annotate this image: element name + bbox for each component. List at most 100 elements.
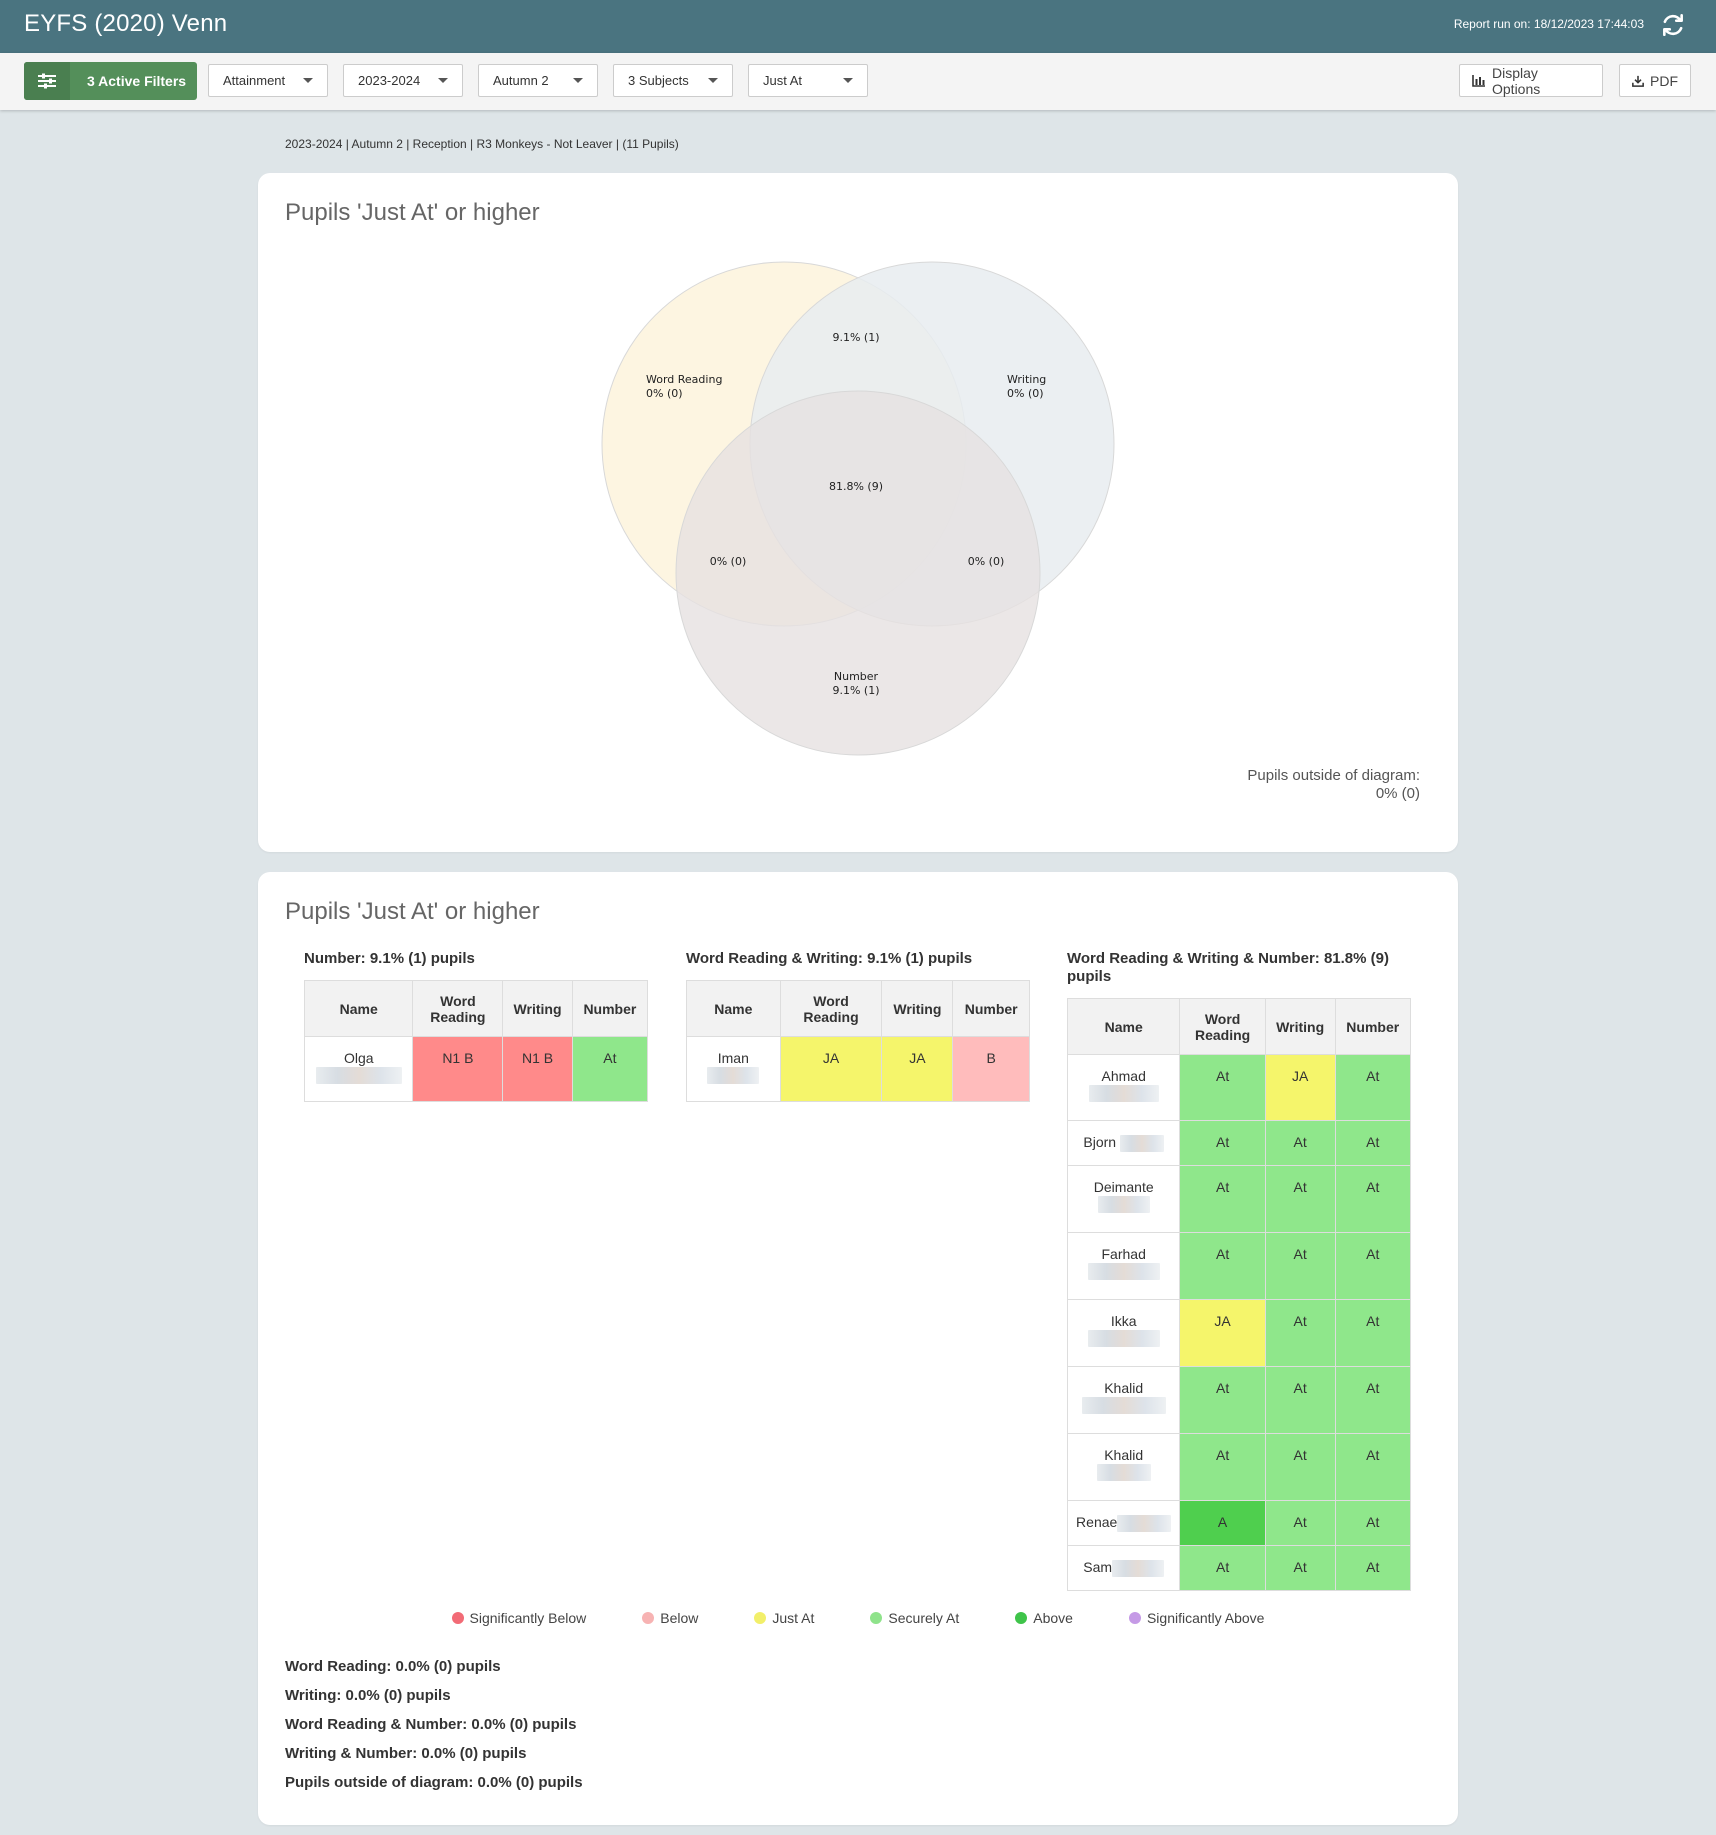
pupil-name: Iman [717, 1050, 749, 1066]
venn-circle-number[interactable] [675, 390, 1041, 756]
table-row[interactable]: Sam At At At [1066, 1545, 1411, 1591]
venn-card-title: Pupils 'Just At' or higher [285, 199, 540, 226]
venn-label-word-reading-writing: 9.1% (1) [832, 331, 879, 344]
grade-cell: N1 B [502, 1036, 573, 1102]
legend-item-above: Above [1015, 1610, 1073, 1626]
threshold-dropdown[interactable]: Just At [748, 64, 868, 97]
redacted-surname [1096, 1463, 1151, 1481]
grade-cell: At [1179, 1165, 1266, 1233]
table-row[interactable]: Olga N1 B N1 B At [303, 1036, 649, 1102]
grade-cell: At [1264, 1165, 1336, 1233]
pupil-name: Olga [343, 1050, 374, 1066]
outside-diagram-label: Pupils outside of diagram: [1247, 767, 1420, 784]
venn-diagram: Word Reading 0% (0) 9.1% (1) Writing 0% … [601, 261, 1115, 756]
venn-label-number-only: 9.1% (1) [832, 684, 879, 697]
column-header-word-reading: Word Reading [1179, 998, 1266, 1055]
page-title: EYFS (2020) Venn [24, 10, 228, 37]
table-row[interactable]: Renae A At At [1066, 1500, 1411, 1546]
venn-label-word-reading-name: Word Reading [646, 373, 722, 386]
grade-cell: At [1334, 1120, 1411, 1166]
refresh-icon[interactable] [1660, 12, 1686, 38]
app-header: EYFS (2020) Venn Report run on: 18/12/20… [0, 0, 1716, 53]
grade-cell: At [1179, 1120, 1266, 1166]
summary-line: Word Reading & Number: 0.0% (0) pupils [285, 1716, 577, 1733]
term-dropdown[interactable]: Autumn 2 [478, 64, 598, 97]
pupil-name-cell[interactable]: Olga [303, 1036, 414, 1102]
report-run-timestamp: Report run on: 18/12/2023 17:44:03 [1453, 17, 1644, 31]
redacted-surname [1097, 1195, 1150, 1213]
display-options-button[interactable]: Display Options [1459, 64, 1603, 97]
active-filters-button[interactable]: 3 Active Filters [24, 62, 197, 100]
pupil-name-cell[interactable]: Renae [1066, 1500, 1181, 1546]
tables-card: Pupils 'Just At' or higher Number: 9.1% … [258, 872, 1458, 1825]
table-title: Word Reading & Writing: 9.1% (1) pupils [686, 950, 973, 967]
grade-cell: At [1264, 1299, 1336, 1367]
table-row[interactable]: Deimante At At At [1066, 1165, 1411, 1233]
caret-down-icon [708, 78, 718, 83]
pupil-name-cell[interactable]: Ahmad [1066, 1054, 1181, 1121]
measure-dropdown[interactable]: Attainment [208, 64, 328, 97]
pupil-name: Khalid [1104, 1380, 1144, 1396]
pupil-name-cell[interactable]: Bjorn [1066, 1120, 1181, 1166]
year-dropdown[interactable]: 2023-2024 [343, 64, 463, 97]
legend-label: Significantly Below [469, 1610, 587, 1626]
column-header-writing: Writing [1264, 998, 1336, 1055]
measure-dropdown-value: Attainment [223, 73, 286, 88]
table-row[interactable]: Bjorn At At At [1066, 1120, 1411, 1166]
column-header-writing: Writing [502, 980, 573, 1037]
tables-card-title: Pupils 'Just At' or higher [285, 898, 540, 925]
breadcrumb: 2023-2024 | Autumn 2 | Reception | R3 Mo… [285, 137, 679, 151]
pupil-name-cell[interactable]: Khalid [1066, 1433, 1181, 1501]
grade-cell: At [1334, 1500, 1411, 1546]
legend-label: Below [660, 1610, 699, 1626]
pupil-name-cell[interactable]: Deimante [1066, 1165, 1181, 1233]
legend-dot [1015, 1612, 1028, 1624]
grade-cell: At [1334, 1165, 1411, 1233]
venn-label-all-three: 81.8% (9) [829, 480, 883, 493]
venn-label-writing-name: Writing [1007, 373, 1046, 386]
grade-cell: At [1334, 1232, 1411, 1300]
grade-cell: At [1264, 1545, 1336, 1591]
legend-item-significantly-below: Significantly Below [451, 1610, 587, 1626]
pdf-label: PDF [1650, 72, 1678, 89]
grade-cell: At [1334, 1545, 1411, 1591]
column-header-word-reading: Word Reading [412, 980, 504, 1037]
table-row[interactable]: Khalid At At At [1066, 1433, 1411, 1501]
pupil-name: Sam [1083, 1559, 1113, 1575]
outside-diagram: Pupils outside of diagram: 0% (0) [1247, 767, 1420, 803]
column-header-name: Name [303, 980, 414, 1037]
caret-down-icon [438, 78, 448, 83]
legend-item-below: Below [642, 1610, 698, 1626]
pupil-name-cell[interactable]: Farhad [1066, 1232, 1181, 1300]
pdf-button[interactable]: PDF [1619, 64, 1691, 97]
word-reading-writing-table-section: Word Reading & Writing: 9.1% (1) pupils … [686, 950, 1030, 1102]
legend-label: Securely At [888, 1610, 960, 1626]
summary-line: Writing & Number: 0.0% (0) pupils [285, 1745, 527, 1762]
table-row[interactable]: Ikka JA At At [1066, 1299, 1411, 1367]
legend-item-securely-at: Securely At [870, 1610, 959, 1626]
table-row[interactable]: Iman JA JA B [686, 1036, 1030, 1102]
outside-diagram-value: 0% (0) [1375, 785, 1420, 802]
grade-cell: At [571, 1036, 649, 1102]
column-header-number: Number [571, 980, 649, 1037]
pupil-name-cell[interactable]: Ikka [1066, 1299, 1181, 1367]
column-header-word-reading: Word Reading [779, 980, 883, 1037]
pupil-name: Deimante [1093, 1179, 1154, 1195]
summary-line: Pupils outside of diagram: 0.0% (0) pupi… [285, 1774, 583, 1791]
pupil-name-cell[interactable]: Iman [686, 1036, 781, 1102]
legend-dot [451, 1612, 464, 1624]
table-row[interactable]: Khalid At At At [1066, 1366, 1411, 1434]
redacted-surname [707, 1066, 760, 1084]
pupil-name-cell[interactable]: Sam [1066, 1545, 1181, 1591]
pupil-name: Farhad [1101, 1246, 1146, 1262]
subjects-dropdown[interactable]: 3 Subjects [613, 64, 733, 97]
grade-cell: N1 B [412, 1036, 504, 1102]
redacted-surname [1112, 1559, 1165, 1577]
pupil-name-cell[interactable]: Khalid [1066, 1366, 1181, 1434]
table-row[interactable]: Farhad At At At [1066, 1232, 1411, 1300]
venn-card: Pupils 'Just At' or higher Word Reading … [258, 173, 1458, 852]
grade-cell: At [1264, 1433, 1336, 1501]
legend-dot [870, 1612, 883, 1624]
table-row[interactable]: Ahmad At JA At [1066, 1054, 1411, 1121]
column-header-name: Name [1066, 998, 1181, 1055]
